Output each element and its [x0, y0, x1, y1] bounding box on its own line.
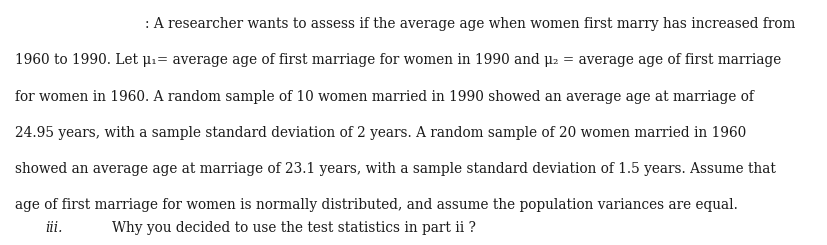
Text: showed an average age at marriage of 23.1 years, with a sample standard deviatio: showed an average age at marriage of 23.… [15, 162, 775, 176]
Text: 1960 to 1990. Let μ₁= average age of first marriage for women in 1990 and μ₂ = a: 1960 to 1990. Let μ₁= average age of fir… [15, 53, 780, 67]
Text: iii.: iii. [45, 220, 63, 234]
Text: age of first marriage for women is normally distributed, and assume the populati: age of first marriage for women is norma… [15, 198, 737, 212]
Text: : A researcher wants to assess if the average age when women first marry has inc: : A researcher wants to assess if the av… [145, 17, 794, 31]
Text: for women in 1960. A random sample of 10 women married in 1990 showed an average: for women in 1960. A random sample of 10… [15, 90, 753, 104]
Text: 24.95 years, with a sample standard deviation of 2 years. A random sample of 20 : 24.95 years, with a sample standard devi… [15, 126, 745, 140]
Text: Why you decided to use the test statistics in part ii ?: Why you decided to use the test statisti… [112, 220, 475, 234]
